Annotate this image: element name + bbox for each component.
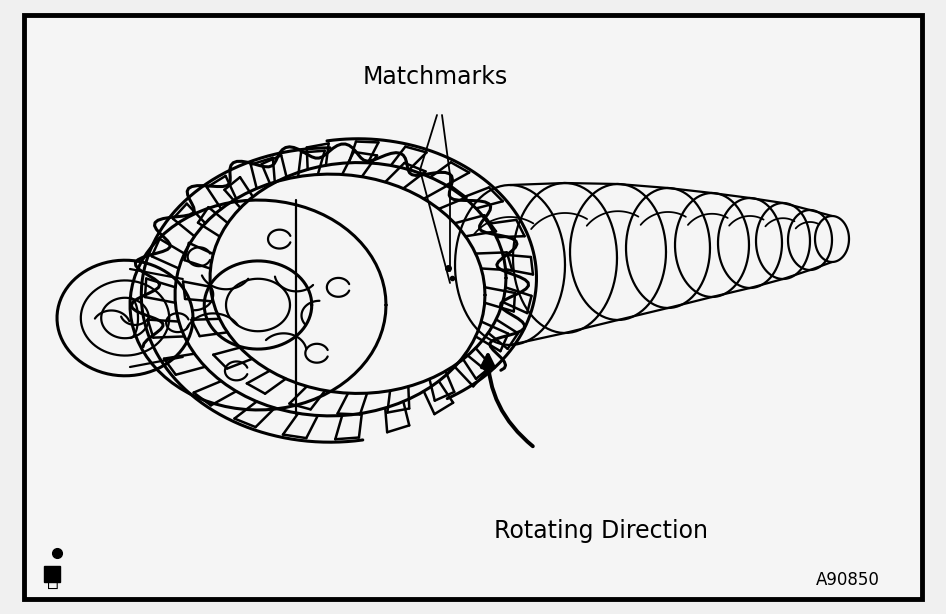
Text: Matchmarks: Matchmarks bbox=[362, 64, 508, 89]
Text: Rotating Direction: Rotating Direction bbox=[494, 519, 708, 543]
Text: A90850: A90850 bbox=[815, 572, 880, 589]
Text: 🔧: 🔧 bbox=[47, 570, 59, 589]
